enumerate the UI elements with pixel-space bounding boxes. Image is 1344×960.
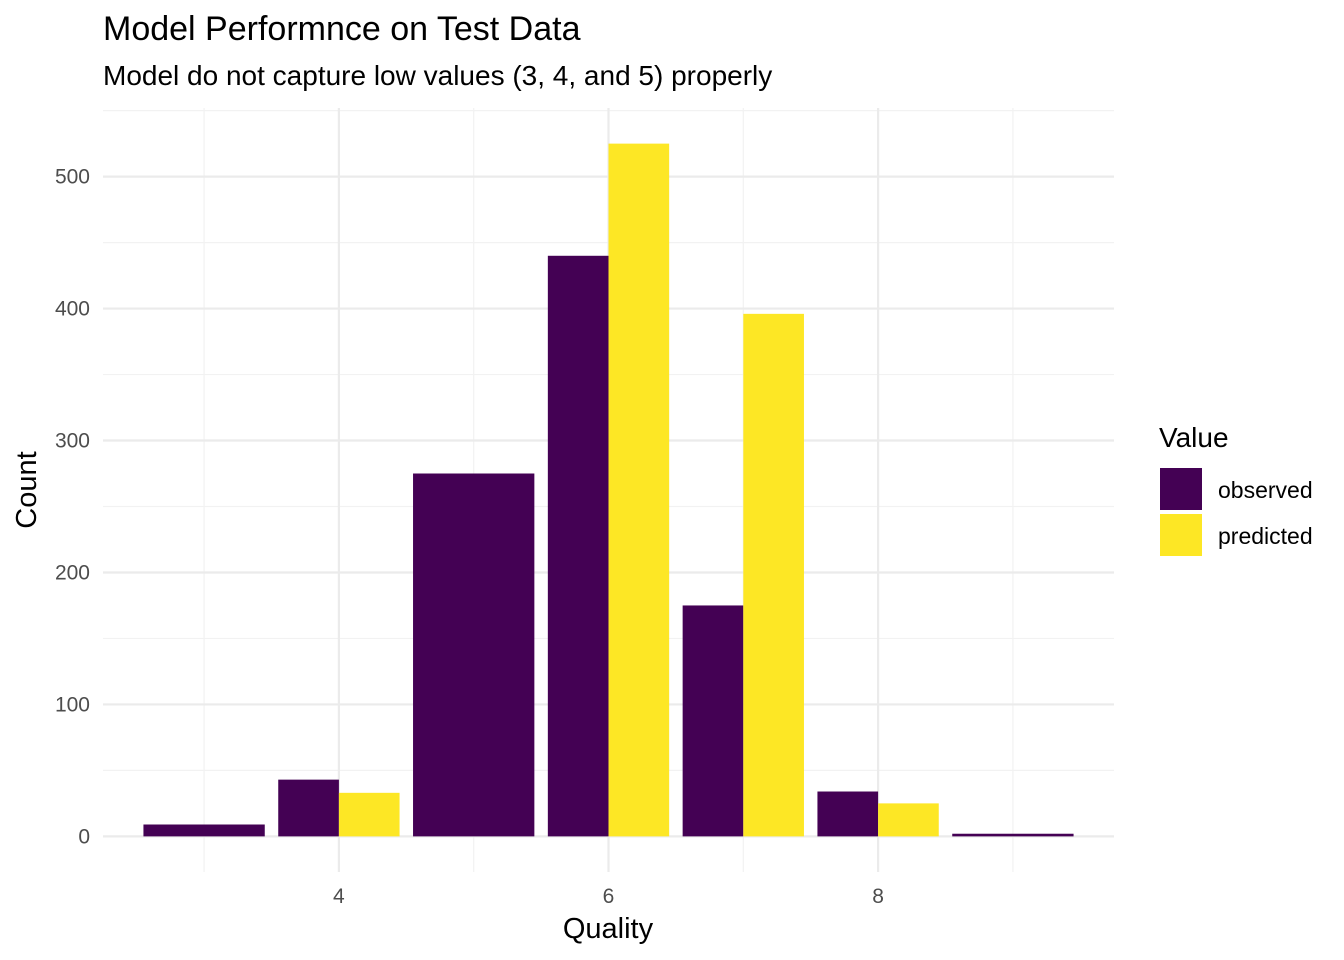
y-tick-label: 0	[78, 825, 90, 848]
legend-title: Value	[1159, 422, 1229, 453]
chart-subtitle: Model do not capture low values (3, 4, a…	[103, 60, 772, 91]
y-axis-title: Count	[11, 451, 43, 528]
y-tick-label: 300	[55, 430, 90, 453]
legend-swatch-predicted	[1160, 514, 1202, 556]
bar-observed-8	[817, 791, 879, 837]
legend-label-predicted: predicted	[1218, 523, 1313, 549]
chart-title: Model Performnce on Test Data	[103, 10, 581, 48]
x-tick-label: 6	[603, 885, 615, 908]
bar-observed-4	[278, 779, 339, 837]
y-axis-ticks: 0 100 200 300 400 500	[55, 166, 90, 849]
bar-predicted-8	[878, 803, 939, 837]
y-tick-label: 200	[55, 561, 90, 584]
bar-observed-6	[547, 255, 609, 837]
y-tick-label: 100	[55, 693, 90, 716]
bar-predicted-6	[608, 143, 670, 837]
x-tick-label: 4	[333, 885, 345, 908]
legend-swatch-observed	[1160, 468, 1202, 510]
legend: Value observed predicted	[1159, 422, 1313, 556]
x-tick-label: 8	[872, 885, 884, 908]
bar-observed-5	[413, 473, 535, 837]
bar-observed-3	[143, 824, 265, 837]
bar-observed-9	[952, 833, 1074, 837]
y-tick-label: 400	[55, 298, 90, 321]
bar-predicted-4	[338, 792, 400, 837]
legend-label-observed: observed	[1218, 477, 1313, 503]
x-axis-title: Quality	[563, 913, 654, 945]
bar-predicted-7	[743, 313, 804, 837]
bar-observed-7	[682, 605, 744, 837]
chart-header: Model Performnce on Test Data Model do n…	[103, 10, 772, 91]
x-axis-ticks: 4 6 8	[333, 885, 884, 908]
y-tick-label: 500	[55, 166, 90, 189]
bars	[143, 143, 1074, 837]
